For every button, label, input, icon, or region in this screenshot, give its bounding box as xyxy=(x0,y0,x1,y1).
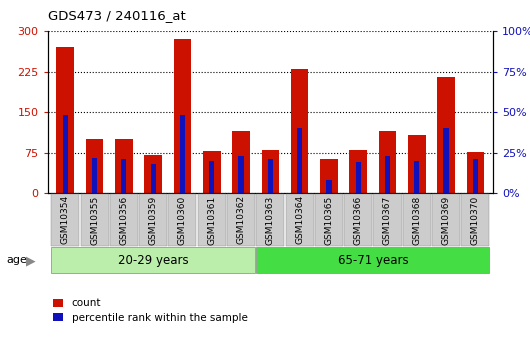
Text: GSM10366: GSM10366 xyxy=(354,195,363,245)
Bar xyxy=(466,151,484,193)
Text: GSM10362: GSM10362 xyxy=(236,195,245,245)
Bar xyxy=(414,161,419,193)
FancyBboxPatch shape xyxy=(51,194,80,246)
Text: GSM10369: GSM10369 xyxy=(441,195,450,245)
Text: GSM10365: GSM10365 xyxy=(324,195,333,245)
Bar xyxy=(92,158,97,193)
Bar xyxy=(297,128,302,193)
Bar xyxy=(378,131,396,193)
Bar xyxy=(268,159,273,193)
Bar xyxy=(115,139,132,193)
Bar xyxy=(291,69,308,193)
Text: GSM10370: GSM10370 xyxy=(471,195,480,245)
FancyBboxPatch shape xyxy=(256,194,285,246)
Bar xyxy=(63,115,68,193)
Bar xyxy=(437,77,455,193)
FancyBboxPatch shape xyxy=(432,194,460,246)
Bar xyxy=(180,115,185,193)
Bar xyxy=(144,155,162,193)
Text: GSM10359: GSM10359 xyxy=(148,195,157,245)
Text: GSM10360: GSM10360 xyxy=(178,195,187,245)
FancyBboxPatch shape xyxy=(374,194,402,246)
Text: age: age xyxy=(6,256,27,265)
Text: GSM10363: GSM10363 xyxy=(266,195,275,245)
Bar xyxy=(174,39,191,193)
Text: GSM10355: GSM10355 xyxy=(90,195,99,245)
FancyBboxPatch shape xyxy=(110,194,138,246)
FancyBboxPatch shape xyxy=(344,194,372,246)
Text: 65-71 years: 65-71 years xyxy=(338,254,408,267)
FancyBboxPatch shape xyxy=(286,194,314,246)
Bar xyxy=(385,156,390,193)
Bar xyxy=(203,151,220,193)
Bar xyxy=(151,164,156,193)
Legend: count, percentile rank within the sample: count, percentile rank within the sample xyxy=(53,298,248,323)
Text: 20-29 years: 20-29 years xyxy=(118,254,189,267)
Bar xyxy=(232,131,250,193)
Text: GSM10354: GSM10354 xyxy=(61,195,70,245)
Bar xyxy=(320,159,338,193)
Text: GSM10368: GSM10368 xyxy=(412,195,421,245)
Text: ▶: ▶ xyxy=(26,254,36,267)
Bar xyxy=(349,150,367,193)
Bar xyxy=(473,159,478,193)
Bar xyxy=(121,159,127,193)
Text: GSM10356: GSM10356 xyxy=(119,195,128,245)
FancyBboxPatch shape xyxy=(51,247,255,273)
FancyBboxPatch shape xyxy=(461,194,489,246)
FancyBboxPatch shape xyxy=(403,194,431,246)
Bar xyxy=(408,135,426,193)
Bar xyxy=(238,156,244,193)
Text: GSM10364: GSM10364 xyxy=(295,195,304,245)
FancyBboxPatch shape xyxy=(315,194,343,246)
FancyBboxPatch shape xyxy=(81,194,109,246)
Text: GSM10361: GSM10361 xyxy=(207,195,216,245)
Bar xyxy=(209,161,214,193)
FancyBboxPatch shape xyxy=(198,194,226,246)
FancyBboxPatch shape xyxy=(256,247,489,273)
FancyBboxPatch shape xyxy=(169,194,197,246)
Text: GSM10367: GSM10367 xyxy=(383,195,392,245)
Bar xyxy=(356,162,361,193)
Bar xyxy=(261,150,279,193)
Bar xyxy=(326,180,331,193)
FancyBboxPatch shape xyxy=(227,194,255,246)
Bar xyxy=(57,47,74,193)
Bar xyxy=(444,128,449,193)
FancyBboxPatch shape xyxy=(139,194,167,246)
Bar xyxy=(86,139,103,193)
Text: GDS473 / 240116_at: GDS473 / 240116_at xyxy=(48,9,186,22)
